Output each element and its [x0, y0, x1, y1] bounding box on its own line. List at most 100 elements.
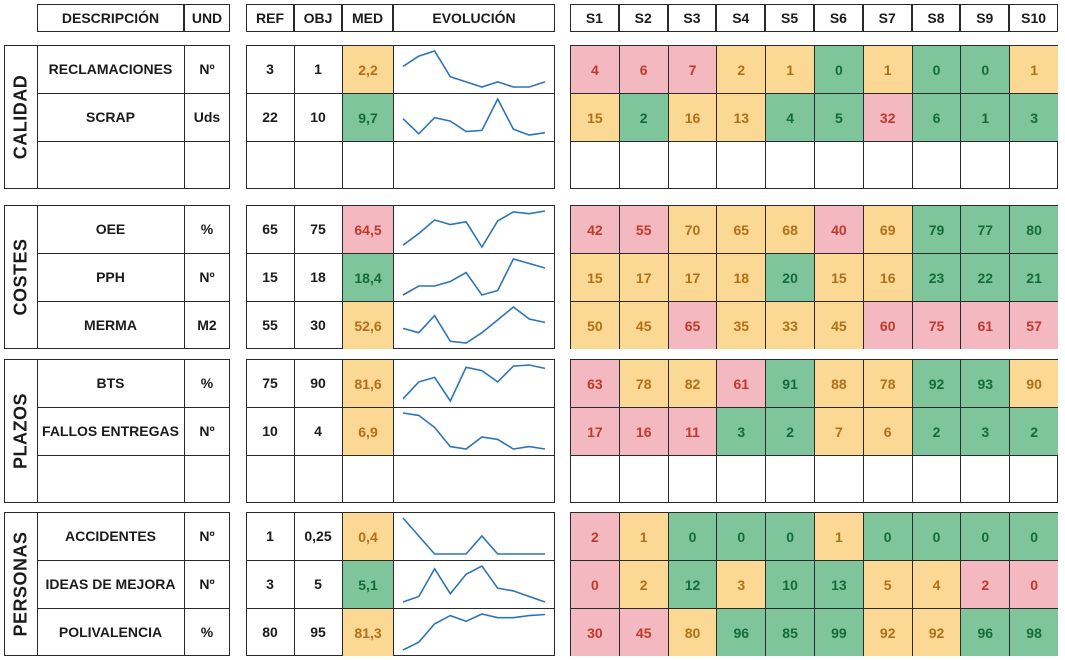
week-value-s6: 99	[815, 609, 863, 656]
week-value-s10: 21	[1010, 254, 1058, 301]
week-value-s4: 65	[717, 206, 766, 253]
header-descripcion: DESCRIPCIÓN	[37, 4, 184, 32]
column-divider	[294, 45, 295, 189]
sparkline-path	[402, 613, 546, 651]
week-value-s6: 1	[815, 513, 863, 560]
column-divider	[862, 359, 864, 503]
week-value-s9: 96	[961, 609, 1010, 656]
section-label-text: PERSONAS	[10, 531, 31, 637]
week-value-s10: 0	[1010, 561, 1058, 608]
kpi-name-polivalencia: POLIVALENCIA	[58, 624, 163, 640]
week-value-s7: 69	[863, 206, 912, 253]
kpi-obj: 18	[310, 269, 326, 285]
kpi-med: 0,4	[343, 513, 393, 560]
week-value-s2: 55	[619, 206, 668, 253]
section-frame-description	[37, 205, 230, 349]
column-divider	[184, 512, 185, 656]
kpi-obj: 75	[310, 221, 326, 237]
kpi-obj: 95	[310, 624, 326, 640]
column-divider	[294, 512, 295, 656]
header-week-6: S6	[814, 4, 863, 32]
kpi-ref: 55	[262, 317, 278, 333]
column-divider	[1009, 205, 1011, 349]
week-value-s9: 61	[961, 302, 1010, 349]
kpi-med: 52,6	[343, 302, 393, 349]
week-value-s6: 40	[815, 206, 863, 253]
header-week-2: S2	[618, 4, 668, 32]
header-week-3: S3	[667, 4, 717, 32]
week-value-s2: 45	[619, 302, 668, 349]
column-divider	[911, 45, 913, 189]
column-divider	[618, 512, 620, 656]
kpi-med: 5,1	[343, 561, 393, 608]
section-frame-metrics	[246, 205, 555, 349]
column-divider	[765, 512, 767, 656]
evolution-sparkline	[402, 258, 546, 296]
week-value-s6: 0	[815, 46, 863, 93]
kpi-unit: Nº	[199, 576, 215, 592]
section-frame-metrics	[246, 512, 555, 656]
column-divider	[716, 512, 718, 656]
row-divider	[37, 560, 230, 561]
kpi-name-pph: PPH	[96, 269, 125, 285]
column-divider	[765, 359, 767, 503]
week-value-s7: 1	[863, 46, 912, 93]
week-value-s7: 5	[863, 561, 912, 608]
kpi-med: 6,9	[343, 408, 393, 455]
week-value-s5: 4	[766, 94, 814, 141]
kpi-name-bts: BTS	[96, 375, 125, 391]
row-divider	[570, 455, 1058, 456]
kpi-ref: 1	[266, 528, 274, 544]
column-divider	[342, 45, 343, 189]
week-value-s2: 78	[619, 360, 668, 407]
kpi-med: 64,5	[343, 206, 393, 253]
row-divider	[246, 141, 555, 142]
column-divider	[911, 205, 913, 349]
section-frame-metrics	[246, 45, 555, 189]
week-value-s7: 32	[863, 94, 912, 141]
week-value-s10: 57	[1010, 302, 1058, 349]
week-value-s3: 0	[668, 513, 717, 560]
week-value-s10: 90	[1010, 360, 1058, 407]
week-value-s10: 98	[1010, 609, 1058, 656]
header-week-10: S10	[1009, 4, 1058, 32]
kpi-ref: 10	[262, 423, 278, 439]
header-evolucion: EVOLUCIÓN	[393, 4, 555, 32]
week-value-s6: 88	[815, 360, 863, 407]
row-divider	[37, 301, 230, 302]
column-divider	[911, 512, 913, 656]
week-value-s6: 15	[815, 254, 863, 301]
evolution-sparkline	[402, 50, 546, 88]
section-frame-description	[37, 359, 230, 503]
sparkline-path	[402, 50, 546, 88]
section-label-text: CALIDAD	[10, 74, 31, 160]
sparkline-path	[402, 564, 546, 603]
section-label-text: PLAZOS	[10, 392, 31, 470]
week-value-s1: 0	[571, 561, 619, 608]
week-value-s3: 82	[668, 360, 717, 407]
header-week-7: S7	[862, 4, 912, 32]
row-divider	[246, 455, 555, 456]
week-value-s9: 2	[961, 561, 1010, 608]
week-value-s5: 2	[766, 408, 814, 455]
week-value-s6: 5	[815, 94, 863, 141]
week-value-s3: 70	[668, 206, 717, 253]
row-divider	[37, 93, 230, 94]
kpi-name-scrap: SCRAP	[85, 109, 135, 125]
week-value-s1: 15	[571, 94, 619, 141]
row-divider	[37, 608, 230, 609]
kpi-ref: 22	[262, 109, 278, 125]
column-divider	[618, 359, 620, 503]
week-value-s7: 6	[863, 408, 912, 455]
row-divider	[246, 560, 555, 561]
kpi-unit: %	[200, 221, 214, 237]
week-value-s1: 63	[571, 360, 619, 407]
row-divider	[37, 253, 230, 254]
row-divider	[37, 141, 230, 142]
column-divider	[716, 359, 718, 503]
week-value-s9: 0	[961, 513, 1010, 560]
kpi-med: 18,4	[343, 254, 393, 301]
week-value-s1: 4	[571, 46, 619, 93]
week-value-s4: 2	[717, 46, 766, 93]
kpi-ref: 65	[262, 221, 278, 237]
